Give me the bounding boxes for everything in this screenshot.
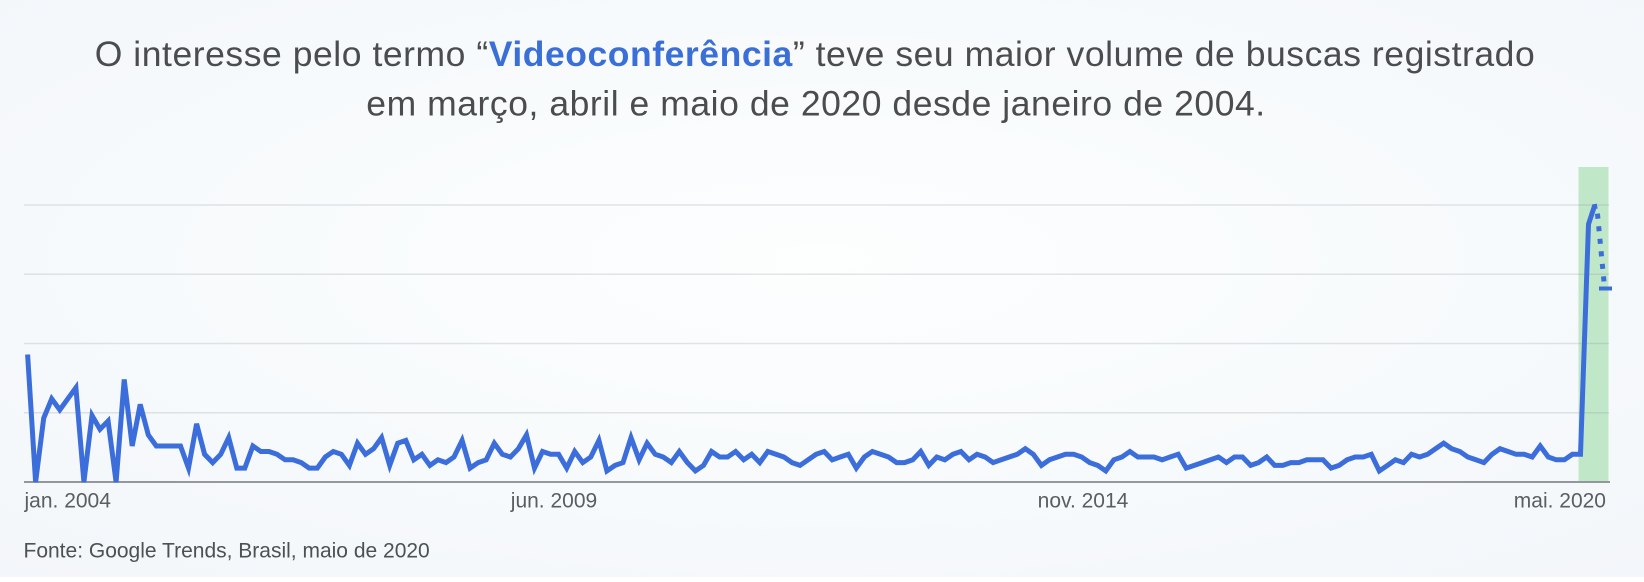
svg-text:O interesse pelo termo “Videoc: O interesse pelo termo “Videoconferência…	[95, 34, 1536, 74]
svg-text:jan. 2004: jan. 2004	[24, 490, 112, 513]
svg-text:Fonte: Google Trends, Brasil,: Fonte: Google Trends, Brasil, maio de 20…	[24, 540, 430, 563]
svg-text:jun. 2009: jun. 2009	[510, 490, 597, 513]
svg-text:mai. 2020: mai. 2020	[1514, 490, 1606, 513]
svg-text:nov. 2014: nov. 2014	[1038, 490, 1129, 513]
svg-text:em março, abril e maio de 2020: em março, abril e maio de 2020 desde jan…	[366, 84, 1265, 124]
